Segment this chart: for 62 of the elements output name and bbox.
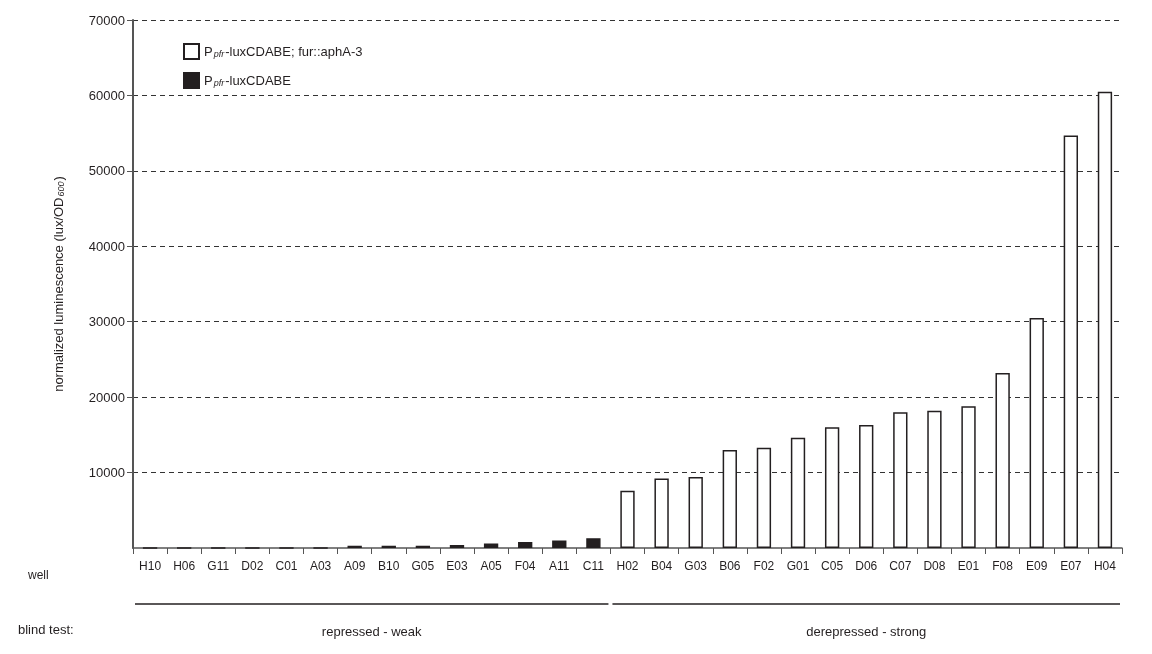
y-tick-label: 70000 <box>88 12 125 28</box>
x-tick-label: C01 <box>275 559 298 573</box>
x-tick-label: E03 <box>446 559 468 573</box>
bar <box>1097 91 1113 548</box>
text: well <box>27 568 49 582</box>
x-tick-label: B06 <box>719 559 741 573</box>
text: repressed - weak <box>321 623 423 639</box>
bar <box>961 406 976 548</box>
x-tick-label: G05 <box>411 559 435 573</box>
bar <box>893 412 908 548</box>
y-axis-title: normalized luminescence (lux/OD600) <box>51 176 66 392</box>
x-tick-label: C07 <box>889 559 912 573</box>
x-tick-label: A09 <box>343 559 366 573</box>
x-tick-label: H04 <box>1093 559 1117 573</box>
x-tick-label: F04 <box>514 559 536 573</box>
bar <box>483 543 499 548</box>
bar <box>927 410 942 548</box>
x-tick-label: E01 <box>957 559 980 573</box>
bar <box>654 478 669 548</box>
bar <box>824 427 840 548</box>
x-tick-label: A05 <box>480 559 503 573</box>
bar <box>756 447 772 548</box>
x-tick-label: A03 <box>309 559 332 573</box>
x-tick-label: E07 <box>1060 559 1082 573</box>
legend-label: Ppfr-luxCDABE; fur::aphA-3 <box>204 44 363 59</box>
bar <box>586 538 601 548</box>
x-tick-label: A11 <box>549 559 570 573</box>
x-tick-label: F08 <box>992 559 1014 573</box>
x-tick-label: G11 <box>207 559 230 573</box>
bar <box>1063 135 1079 548</box>
x-tick-label: B10 <box>378 559 400 573</box>
x-tick-label: D08 <box>923 559 946 573</box>
y-tick-label: 40000 <box>88 238 125 254</box>
bar <box>995 373 1010 548</box>
bar <box>722 449 737 548</box>
bar <box>620 490 635 548</box>
x-tick-label: D02 <box>241 559 264 573</box>
x-tick-label: H06 <box>173 559 196 573</box>
x-tick-label: H02 <box>616 559 639 573</box>
legend-label: Ppfr-luxCDABE <box>204 73 292 88</box>
x-tick-label: C05 <box>821 559 844 573</box>
y-tick-label: 10000 <box>88 465 125 481</box>
x-tick-label: G01 <box>786 559 810 573</box>
bar <box>859 425 874 548</box>
x-tick-label: E09 <box>1026 559 1048 573</box>
bar <box>688 477 703 548</box>
y-tick-label: 20000 <box>88 389 125 405</box>
text: blind test: <box>18 622 74 637</box>
bar <box>518 541 533 548</box>
x-tick-label: B04 <box>650 559 673 573</box>
x-tick-label: H10 <box>139 559 162 573</box>
bar <box>1029 317 1044 548</box>
x-tick-label: G03 <box>684 559 708 573</box>
x-tick-label: F02 <box>753 559 775 573</box>
y-tick-label: 50000 <box>88 163 125 179</box>
bar <box>790 437 806 548</box>
bar <box>552 540 567 548</box>
y-tick-label: 60000 <box>88 87 125 103</box>
text: derepressed - strong <box>806 623 927 639</box>
y-tick-label: 30000 <box>88 314 125 330</box>
x-tick-label: C11 <box>582 559 605 573</box>
x-tick-label: D06 <box>855 559 878 573</box>
